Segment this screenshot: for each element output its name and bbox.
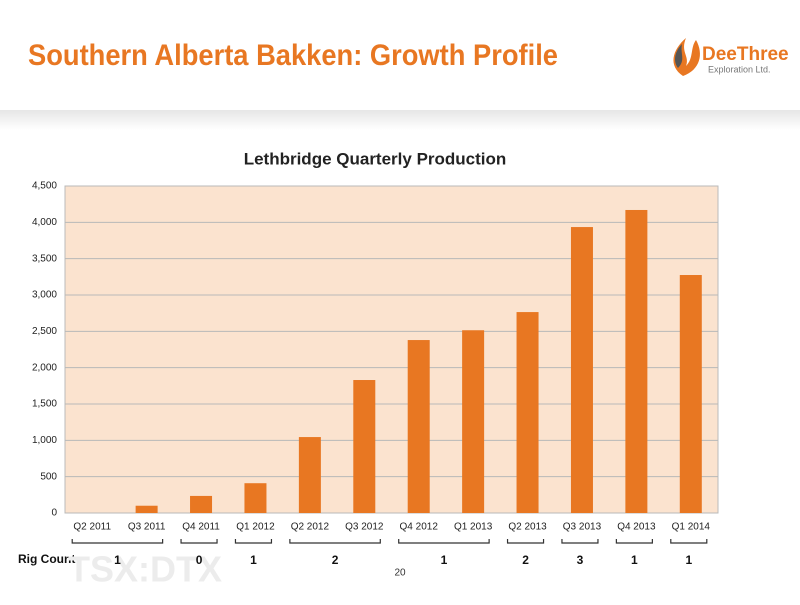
bar xyxy=(190,495,213,513)
x-tick-label: Q1 2013 xyxy=(454,522,493,533)
bar xyxy=(353,380,376,513)
x-tick-label: Q2 2012 xyxy=(291,522,330,533)
x-tick-label: Q4 2012 xyxy=(400,522,439,533)
bar xyxy=(407,340,430,513)
rig-count-value: 0 xyxy=(196,553,203,567)
y-tick-label: 4,000 xyxy=(32,217,57,228)
y-tick-label: 3,000 xyxy=(32,290,57,301)
rig-count-value: 2 xyxy=(332,553,339,567)
rig-count-value: 2 xyxy=(522,553,529,567)
rig-count-value: 1 xyxy=(685,553,692,567)
rig-count-value: 1 xyxy=(250,553,257,567)
y-tick-label: 500 xyxy=(40,471,57,482)
x-tick-label: Q2 2011 xyxy=(73,522,111,533)
header-band xyxy=(0,110,800,130)
x-tick-label: Q3 2012 xyxy=(345,522,384,533)
x-tick-label: Q3 2011 xyxy=(128,522,166,533)
bar xyxy=(625,209,648,514)
rig-bracket xyxy=(506,539,545,544)
rig-count-value: 3 xyxy=(577,553,584,567)
logo: DeeThree Exploration Ltd. xyxy=(673,38,789,76)
rig-bracket xyxy=(561,539,599,544)
bar xyxy=(135,505,158,513)
rig-bracket xyxy=(670,539,708,544)
logo-flame-dark xyxy=(675,44,683,68)
bar xyxy=(462,330,485,513)
page-number: 20 xyxy=(394,568,406,579)
rig-bracket xyxy=(289,539,381,544)
x-tick-label: Q1 2014 xyxy=(672,522,711,533)
logo-name: DeeThree xyxy=(702,44,789,65)
chart-title: Lethbridge Quarterly Production xyxy=(244,149,507,168)
y-tick-label: 0 xyxy=(51,508,57,519)
bar xyxy=(298,437,321,513)
rig-bracket xyxy=(71,539,164,544)
rig-bracket xyxy=(180,539,218,544)
rig-bracket xyxy=(234,539,273,544)
y-tick-label: 2,000 xyxy=(32,362,57,373)
y-tick-label: 4,500 xyxy=(32,181,57,192)
rig-count-value: 1 xyxy=(631,553,638,567)
slide-title: Southern Alberta Bakken: Growth Profile xyxy=(28,39,558,72)
plot-area xyxy=(64,185,719,514)
y-tick-label: 1,500 xyxy=(32,399,57,410)
x-tick-label: Q2 2013 xyxy=(508,522,547,533)
rig-count-label: Rig Count xyxy=(18,552,75,566)
x-tick-label: Q3 2013 xyxy=(563,522,602,533)
y-tick-label: 1,000 xyxy=(32,435,57,446)
logo-tagline: Exploration Ltd. xyxy=(708,64,771,74)
x-tick-label: Q4 2011 xyxy=(182,522,220,533)
y-tick-label: 3,500 xyxy=(32,253,57,264)
y-tick-label: 2,500 xyxy=(32,326,57,337)
rig-count-value: 1 xyxy=(441,553,448,567)
ticker-watermark: TSX:DTX xyxy=(68,549,222,590)
x-tick-label: Q1 2012 xyxy=(236,522,275,533)
bar xyxy=(244,483,267,513)
rig-count-value: 1 xyxy=(114,553,121,567)
bar xyxy=(570,227,593,513)
bar xyxy=(679,275,702,513)
rig-bracket xyxy=(615,539,653,544)
x-tick-label: Q4 2013 xyxy=(617,522,656,533)
rig-bracket xyxy=(398,539,490,544)
bar xyxy=(516,312,539,513)
